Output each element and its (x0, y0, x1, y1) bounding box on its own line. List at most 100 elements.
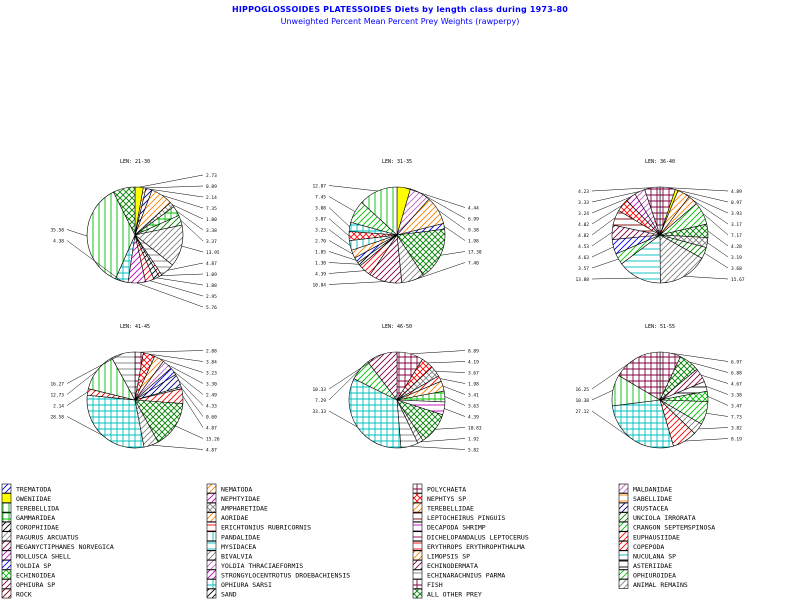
leader-line (428, 362, 465, 363)
slice-value-label: 1.80 (206, 217, 217, 223)
slice-value-label: 6.88 (731, 371, 742, 377)
legend-label: STRONGYLOCENTROTUS DROEBACHIENSIS (221, 571, 350, 579)
legend-swatch (2, 494, 11, 503)
legend-label: ANIMAL REMAINS (633, 581, 688, 589)
slice-value-label: 3.33 (578, 200, 589, 206)
legend-label: CRANGON SEPTEMSPINOSA (633, 524, 715, 532)
legend-label: TREMATODA (16, 486, 51, 494)
slice-value-label: 3.82 (731, 426, 742, 432)
leader-line (157, 278, 203, 285)
legend-label: DECAPODA SHRIMP (427, 524, 486, 532)
pie-6: LEN: 51-55 6.97 6.88 4.67 3.38 3.47 7.73 3.82 8.… (575, 324, 742, 448)
legend-label: NEPHTYIDAE (221, 495, 260, 503)
legend-item-ophiura-sp: OPHIURA SP (2, 580, 55, 590)
slice-value-label: 8.89 (468, 349, 479, 355)
slice-value-label: 1.30 (315, 261, 326, 267)
leader-line (181, 220, 203, 241)
legend-label: MOLLUSCA SHELL (16, 552, 71, 560)
leader-line (329, 230, 350, 246)
slice-value-label: 3.67 (468, 371, 479, 377)
slice-value-label: 3.38 (731, 393, 742, 399)
legend-item-erythrops-erythrophthalma: ERYTHROPS ERYTHROPHTHALMA (413, 541, 525, 551)
legend-item-sabellidae: SABELLIDAE (619, 494, 672, 504)
leader-line (329, 282, 385, 285)
slice-value-label: 2.88 (206, 349, 217, 355)
legend-swatch (619, 532, 628, 541)
slice-value-label: 3.93 (731, 211, 742, 217)
slice-value-label: 3.63 (468, 404, 479, 410)
pie-4: LEN: 41-45 2.88 3.84 3.23 3.30 2.49 4.33 0.60 4.… (50, 324, 219, 454)
slice-value-label: 3.57 (578, 266, 589, 272)
legend-label: OWENIIDAE (16, 495, 51, 503)
slice-value-label: 5.82 (468, 448, 479, 454)
legend-swatch (413, 589, 422, 598)
legend-swatch (207, 560, 216, 569)
legend-swatch (619, 560, 628, 569)
legend-label: SAND (221, 591, 237, 599)
slice-value-label: 16.27 (50, 382, 64, 388)
legend-label: MYSIDACEA (221, 543, 256, 551)
leader-line (436, 371, 465, 372)
pie-title: LEN: 46-50 (382, 324, 412, 330)
legend-item-terebellidae: TEREBELLIDAE (413, 503, 474, 512)
slice-value-label: 13.88 (575, 277, 589, 283)
legend-item-bivalvia: BIVALVIA (207, 551, 252, 561)
slice-value-label: 10.84 (312, 283, 326, 289)
legend-item-mollusca-shell: MOLLUSCA SHELL (2, 551, 71, 561)
slice-value-label: 4.19 (468, 360, 479, 366)
legend-item-crangon-septemspinosa: CRANGON SEPTEMSPINOSA (619, 522, 715, 532)
leader-line (410, 351, 465, 354)
slice-value-label: 4.02 (578, 222, 589, 228)
legend-swatch (413, 551, 422, 560)
legend-label: AMPHARETIDAE (221, 505, 268, 513)
leader-line (329, 208, 350, 227)
leader-line (410, 446, 465, 449)
legend-label: MEGANYCTIPHANES NORVEGICA (16, 543, 114, 551)
slice-value-label: 12.73 (50, 393, 64, 399)
pie-1: LEN: 21-302.730.892.147.351.803.383.3713… (50, 159, 219, 311)
slice-value-label: 33.33 (312, 409, 326, 415)
slice-value-label: 2.70 (315, 239, 326, 245)
legend-label: BIVALVIA (221, 552, 252, 560)
leader-line (182, 246, 203, 252)
legend-item-asteriidae: ASTERIIDAE (619, 560, 672, 570)
legend-swatch (207, 570, 216, 579)
slice-value-label: 1.09 (206, 272, 217, 278)
slice-value-label: 17.30 (468, 250, 482, 256)
slice-value-label: 7.45 (315, 195, 326, 201)
slice-value-label: 7.40 (468, 261, 479, 267)
slice-value-label: 2.73 (206, 173, 217, 179)
leader-line (708, 396, 728, 405)
leader-line (160, 274, 203, 276)
pie-charts: LEN: 21-302.730.892.147.351.803.383.3713… (0, 0, 800, 600)
legend-swatch (207, 589, 216, 598)
slice-value-label: 3.30 (206, 382, 217, 388)
legend-item-echinarachnius-parma: ECHINARACHNIUS PARMA (413, 570, 505, 580)
leader-line (444, 408, 465, 416)
legend-swatch (413, 494, 422, 503)
leader-line (329, 271, 365, 274)
leader-line (443, 386, 465, 394)
legend-swatch (413, 580, 422, 589)
legend-label: ALL OTHER PREY (427, 591, 482, 599)
legend-label: PANDALIDAE (221, 533, 260, 541)
slice-value-label: 4.44 (468, 206, 479, 212)
slice-value-label: 3.08 (315, 206, 326, 212)
legend-label: NEMATODA (221, 486, 252, 494)
legend-swatch (619, 503, 628, 512)
pie-slice-ophiura-sarsi (87, 395, 144, 448)
legend-item-nephtys-sp: NEPHTYS SP (413, 494, 466, 504)
pie-title: LEN: 31-35 (382, 159, 412, 165)
slice-value-label: 28.58 (50, 415, 64, 421)
legend-item-dichelopandalus-leptocerus: DICHELOPANDALUS LEPTOCERUS (413, 532, 529, 542)
leader-line (151, 445, 203, 449)
slice-value-label: 7.17 (731, 233, 742, 239)
leader-line (145, 186, 203, 188)
slice-value-label: 4.87 (206, 261, 217, 267)
legend-label: ASTERIIDAE (633, 562, 672, 570)
leader-line (329, 197, 355, 212)
slice-value-label: 4.39 (315, 272, 326, 278)
legend-label: OPHIURA SARSI (221, 581, 272, 589)
leader-line (707, 243, 728, 257)
legend-label: EUPHAUSIIDAE (633, 533, 680, 541)
